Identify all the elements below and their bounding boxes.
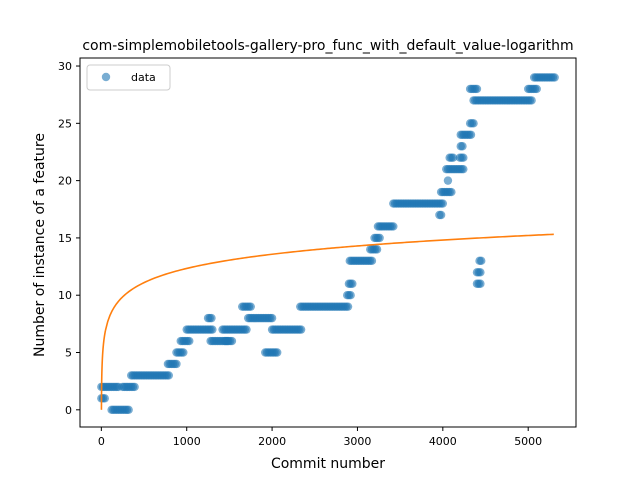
data-point	[476, 279, 485, 288]
data-point	[227, 336, 237, 346]
x-tick-label: 0	[98, 435, 105, 448]
data-point	[532, 84, 541, 94]
x-tick-label: 2000	[258, 435, 286, 448]
data-point	[172, 359, 181, 369]
data-point	[346, 291, 355, 300]
data-point	[375, 233, 384, 243]
data-point	[296, 325, 306, 334]
data-point	[550, 73, 559, 82]
data-point	[242, 325, 251, 334]
data-point	[458, 142, 467, 151]
data-point	[185, 336, 194, 346]
x-tick-label: 5000	[514, 435, 542, 448]
data-point	[367, 256, 377, 266]
plot-area	[97, 73, 559, 415]
x-tick-label: 1000	[173, 435, 201, 448]
data-point	[438, 199, 448, 208]
x-axis-label: Commit number	[271, 456, 385, 472]
legend: data	[86, 64, 171, 91]
x-tick-label: 3000	[343, 435, 371, 448]
y-tick-label: 0	[65, 404, 72, 417]
legend-box	[86, 64, 171, 91]
legend-marker	[101, 72, 111, 82]
data-point	[477, 256, 486, 266]
data-point	[267, 313, 277, 323]
data-point	[466, 130, 476, 139]
data-point	[476, 268, 485, 277]
data-point	[527, 96, 536, 105]
data-point	[436, 210, 446, 220]
y-tick-label: 5	[65, 347, 72, 360]
y-tick-label: 25	[58, 117, 72, 130]
y-tick-label: 20	[58, 175, 72, 188]
data-point	[164, 371, 173, 380]
data-point	[208, 325, 217, 334]
data-point	[448, 153, 458, 162]
data-point	[459, 153, 468, 162]
data-point	[343, 302, 353, 311]
x-tick-label: 4000	[429, 435, 457, 448]
data-point	[179, 348, 188, 357]
data-point	[472, 84, 482, 94]
data-point	[372, 245, 382, 254]
data-point	[348, 279, 357, 288]
data-point	[246, 302, 255, 311]
data-point	[124, 405, 133, 415]
data-point	[207, 313, 216, 323]
axes: 0 1000 2000 3000 4000 5000 0 5 10 15 20 25 30	[58, 57, 577, 448]
y-axis-label: Number of instance of a feature	[32, 133, 48, 357]
legend-label: data	[131, 71, 156, 84]
data-point	[447, 187, 456, 197]
data-point	[100, 394, 109, 403]
y-tick-label: 30	[58, 60, 72, 73]
axes-frame	[79, 57, 577, 428]
data-point	[130, 382, 139, 392]
chart-title: com-simplemobiletools-gallery-pro_func_w…	[82, 38, 573, 54]
y-tick-label: 15	[58, 232, 72, 245]
data-point	[443, 176, 453, 185]
data-point	[389, 222, 398, 231]
y-tick-label: 10	[58, 289, 72, 302]
data-point	[459, 164, 468, 174]
fit-line	[100, 233, 554, 410]
data-point	[273, 348, 282, 357]
data-point	[469, 119, 478, 128]
